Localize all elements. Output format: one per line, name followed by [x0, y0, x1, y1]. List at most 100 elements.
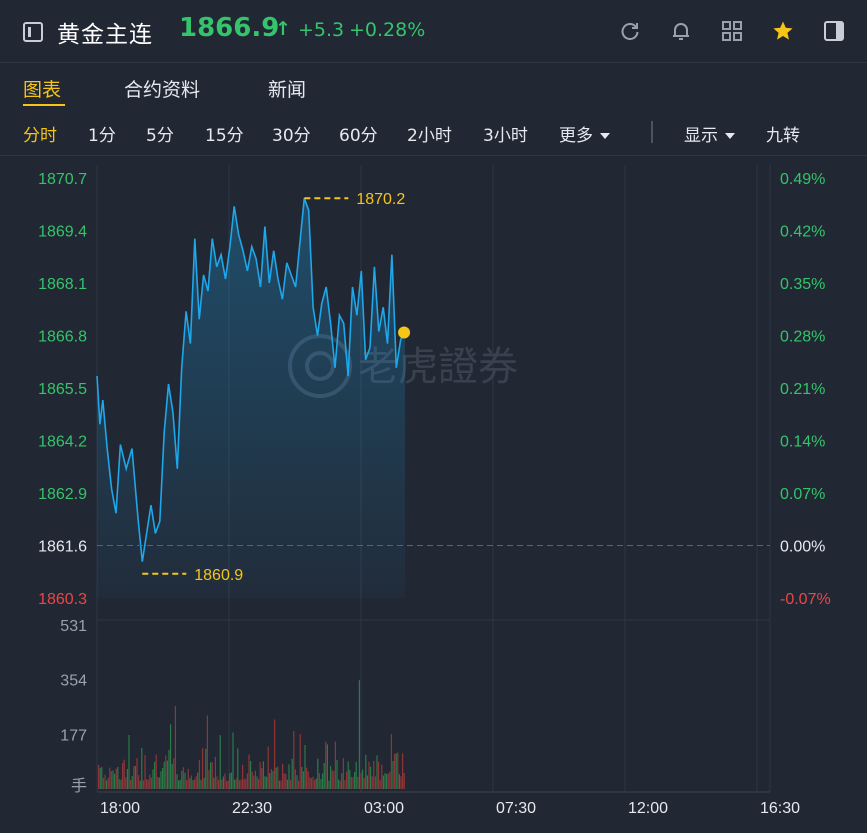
- volume-bar: [370, 766, 372, 789]
- volume-bar: [248, 754, 250, 789]
- period-30min[interactable]: 30分: [272, 126, 311, 146]
- price-tick-label: 1860.3: [38, 591, 87, 608]
- volume-bar: [397, 752, 399, 789]
- volume-bar: [219, 735, 221, 789]
- chevron-down-icon: [725, 133, 735, 139]
- volume-bar: [333, 771, 335, 789]
- volume-bar: [334, 741, 336, 789]
- grid-icon[interactable]: [721, 20, 743, 42]
- volume-bar: [312, 776, 314, 789]
- volume-bar: [158, 777, 160, 789]
- time-tick-label: 03:00: [364, 800, 404, 817]
- sidebar-toggle-icon[interactable]: [23, 22, 43, 42]
- percent-tick-label: 0.49%: [780, 171, 825, 188]
- time-tick-label: 16:30: [760, 800, 800, 817]
- volume-bar: [162, 768, 164, 789]
- period-15min[interactable]: 15分: [205, 126, 244, 146]
- price-tick-label: 1870.7: [38, 171, 87, 188]
- intraday-chart[interactable]: 老虎證券 1870.2 1860.9 1870.7 0.49%1869.4 0.42…: [0, 155, 867, 833]
- volume-bar: [293, 731, 295, 789]
- volume-bar: [299, 734, 301, 789]
- volume-bar: [245, 778, 247, 789]
- volume-bar: [350, 776, 352, 789]
- period-1min[interactable]: 1分: [88, 126, 116, 146]
- low-marker: 1860.9: [142, 567, 243, 584]
- volume-bar: [304, 745, 306, 789]
- volume-bar: [291, 758, 293, 789]
- volume-bar: [384, 773, 386, 789]
- instrument-title: 黄金主连: [57, 22, 153, 48]
- volume-bar: [240, 779, 242, 789]
- percent-tick-label: 0.07%: [780, 486, 825, 503]
- volume-bar: [317, 758, 319, 789]
- volume-bar: [190, 775, 192, 789]
- volume-unit-label: 手: [71, 777, 87, 795]
- bell-icon[interactable]: [670, 20, 692, 42]
- period-more-label: 更多: [559, 126, 593, 146]
- volume-bar: [355, 761, 357, 789]
- percent-tick-label: 0.28%: [780, 329, 825, 346]
- volume-bar: [286, 779, 288, 789]
- nine-turn-toggle[interactable]: 九转: [766, 126, 800, 146]
- tab-chart[interactable]: 图表: [23, 79, 62, 101]
- volume-bar: [168, 749, 170, 789]
- volume-bar: [371, 776, 373, 789]
- price-tick-label: 1869.4: [38, 224, 87, 241]
- volume-bar: [242, 764, 244, 789]
- axis-labels: 1870.7 0.49% 1869.4 0.42% 1868.1 0.35% 1866.8 0…: [38, 171, 831, 817]
- volume-bar: [381, 764, 383, 789]
- volume-bar: [98, 765, 100, 789]
- volume-bar: [155, 754, 157, 789]
- chart-grid: [96, 165, 771, 793]
- volume-bar: [354, 771, 356, 789]
- display-label: 显示: [684, 126, 718, 146]
- price-area: [97, 198, 406, 598]
- period-60min[interactable]: 60分: [339, 126, 378, 146]
- volume-bar: [160, 771, 162, 789]
- volume-bar: [325, 741, 327, 789]
- volume-bar: [322, 773, 324, 789]
- volume-bar: [186, 780, 188, 789]
- tab-contract-info[interactable]: 合约资料: [124, 79, 201, 101]
- volume-bar: [178, 780, 180, 789]
- volume-bar: [403, 773, 405, 789]
- up-arrow-icon: ↑: [275, 18, 291, 40]
- volume-bar: [307, 771, 309, 789]
- volume-bar: [246, 773, 248, 789]
- tab-news[interactable]: 新闻: [268, 79, 307, 101]
- volume-bar: [176, 774, 178, 789]
- period-2h[interactable]: 2小时: [407, 126, 452, 146]
- volume-bar: [278, 780, 280, 789]
- volume-bar: [258, 779, 260, 789]
- volume-bar: [174, 706, 176, 789]
- star-icon[interactable]: [772, 20, 794, 42]
- price-tick-label: 1866.8: [38, 329, 87, 346]
- volume-bar: [110, 771, 112, 789]
- volume-bar: [382, 775, 384, 789]
- refresh-icon[interactable]: [619, 20, 641, 42]
- volume-bar: [131, 775, 133, 789]
- period-intraday[interactable]: 分时: [23, 126, 57, 146]
- volume-bar: [310, 778, 312, 789]
- volume-bar: [251, 771, 253, 789]
- volume-bar: [346, 771, 348, 789]
- volume-bar: [290, 780, 292, 789]
- price-line: [96, 197, 406, 562]
- volume-bar: [133, 766, 135, 789]
- volume-bars: [98, 680, 405, 789]
- volume-bar: [269, 773, 271, 789]
- period-more-dropdown[interactable]: 更多: [559, 121, 610, 146]
- volume-bar: [139, 780, 141, 789]
- period-3h[interactable]: 3小时: [483, 126, 528, 146]
- volume-bar: [206, 715, 208, 789]
- volume-bar: [266, 776, 268, 789]
- period-5min[interactable]: 5分: [146, 126, 174, 146]
- time-tick-label: 12:00: [628, 800, 668, 817]
- volume-bar: [141, 747, 143, 789]
- volume-bar: [360, 772, 362, 789]
- high-label: 1870.2: [356, 191, 405, 208]
- panel-icon[interactable]: [823, 20, 845, 42]
- volume-bar: [320, 779, 322, 789]
- display-dropdown[interactable]: 显示: [684, 121, 735, 146]
- volume-bar: [198, 760, 200, 789]
